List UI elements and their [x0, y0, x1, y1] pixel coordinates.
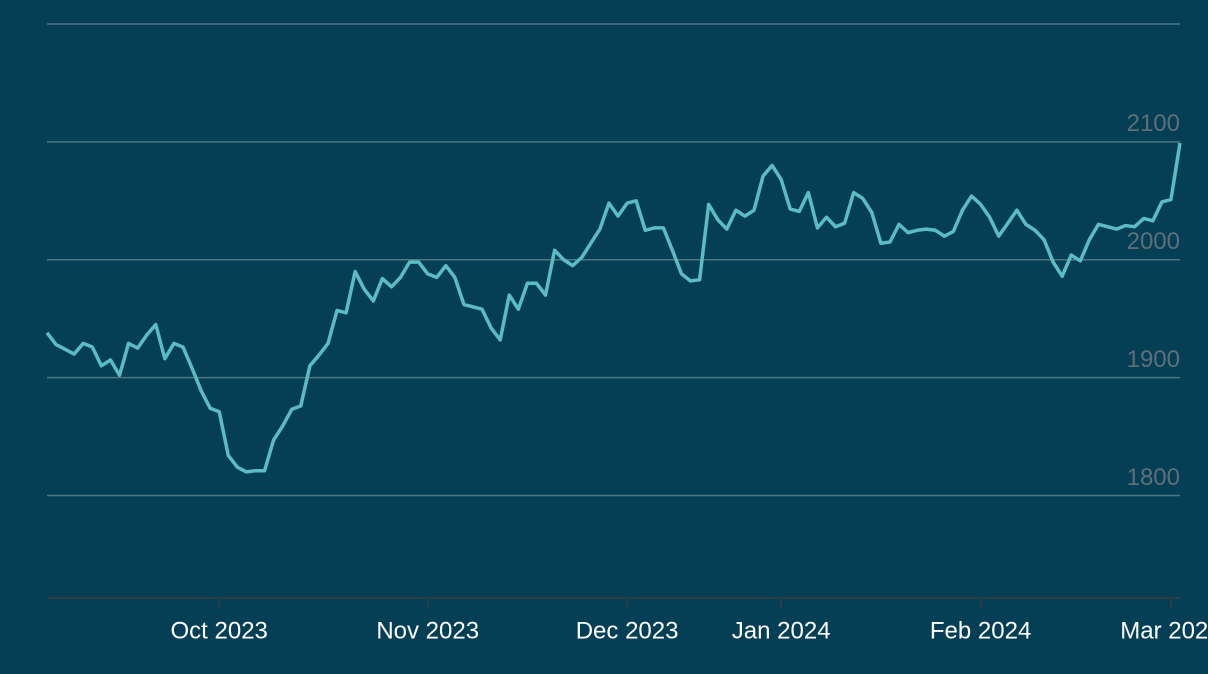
- x-tick-label: Jan 2024: [732, 617, 831, 644]
- x-tick-label: Nov 2023: [376, 617, 479, 644]
- y-tick-label: 2000: [1127, 228, 1180, 255]
- y-tick-label: 2100: [1127, 110, 1180, 137]
- x-tick-label: Dec 2023: [576, 617, 679, 644]
- y-tick-label: 1800: [1127, 464, 1180, 491]
- price-line: [45, 142, 1182, 474]
- y-tick-label: 1900: [1127, 346, 1180, 373]
- x-tick-label: Oct 2023: [171, 617, 268, 644]
- x-tick-label: Mar 2024: [1120, 617, 1208, 644]
- x-tick-label: Feb 2024: [930, 617, 1031, 644]
